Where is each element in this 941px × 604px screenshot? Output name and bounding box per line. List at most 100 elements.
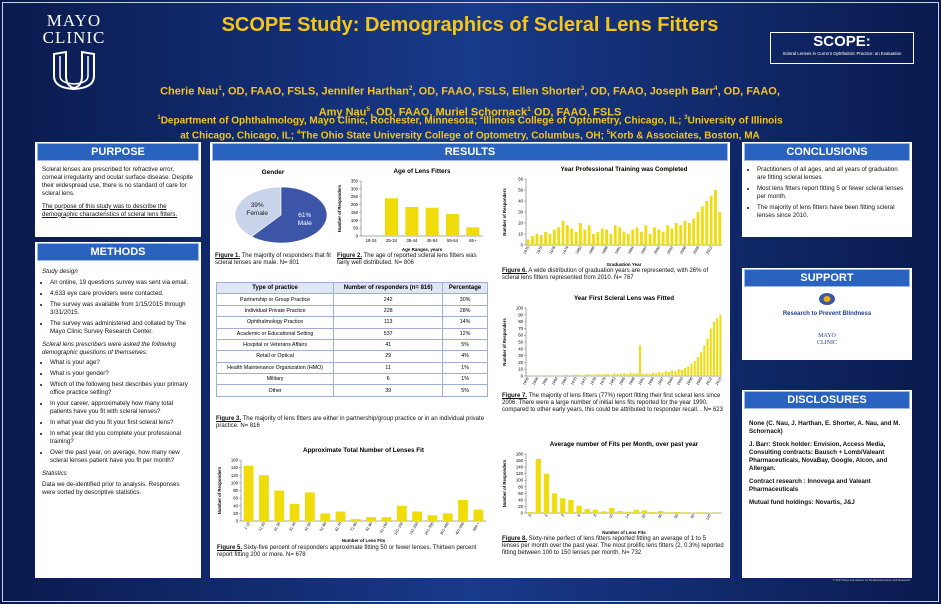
bar xyxy=(568,499,574,513)
chart-title: Approximate Total Number of Lenses Fit xyxy=(303,447,425,454)
y-tick-label: 250 xyxy=(351,194,359,199)
bar xyxy=(533,375,536,376)
chart: Year Professional Training was Completed… xyxy=(502,166,722,267)
bar xyxy=(579,223,582,245)
bar xyxy=(605,229,608,245)
bullet: An online, 19 questions survey was sent … xyxy=(50,279,194,287)
x-axis-label: Number of Lens Fits xyxy=(602,530,646,535)
scope-box: SCOPE: Scleral Lenses in Current Ophthal… xyxy=(770,32,914,64)
text-segment: Cherie Nau xyxy=(160,85,219,98)
caption-text: The majority of lens fitters are either … xyxy=(216,416,485,430)
x-tick-label: 101-150 xyxy=(394,522,404,536)
bar xyxy=(617,511,623,513)
x-tick-label: 1997 xyxy=(640,246,648,255)
disclosures-body: None (C. Nau, J. Harthan, E. Shorter, A.… xyxy=(749,420,905,511)
bullet: The survey was available from 1/15/2015 … xyxy=(50,301,194,317)
text-segment: at Chicago, Chicago, IL; xyxy=(180,130,297,142)
bar xyxy=(642,373,645,376)
bar xyxy=(539,235,543,245)
table-cell: Other xyxy=(215,384,335,397)
x-tick-label: 31-40 xyxy=(288,522,296,532)
table-cell: Academic or Educational Setting xyxy=(215,327,335,340)
bar xyxy=(568,375,571,376)
subheading: Statistics xyxy=(42,469,67,477)
x-tick-label: 1973 xyxy=(580,377,588,386)
x-axis-label: Graduation Year xyxy=(607,262,642,267)
paragraph: The purpose of this study was to describ… xyxy=(42,202,178,218)
bar xyxy=(583,229,587,245)
bar xyxy=(557,227,561,245)
logo-text: MAYO xyxy=(818,333,836,339)
bar xyxy=(658,511,664,513)
y-tick-label: 100 xyxy=(351,218,359,223)
chart: Approximate Total Number of Lenses Fit 0 2… xyxy=(217,447,486,543)
y-tick-label: 80 xyxy=(518,484,523,489)
x-tick-label: 20 xyxy=(641,514,647,520)
table-cell: 11 xyxy=(333,361,444,375)
superscript: 2 xyxy=(479,115,484,121)
table-cell: Hospital or Veterans Affairs xyxy=(215,338,335,352)
x-tick-label: 201-300 xyxy=(424,522,434,536)
bar xyxy=(527,512,533,513)
y-tick-label: 20 xyxy=(518,221,523,226)
bar xyxy=(709,195,713,245)
superscript: 3 xyxy=(684,115,688,121)
caption-label: Figure 6. xyxy=(502,268,528,274)
x-tick-label: 51-60 xyxy=(319,522,327,532)
x-tick-label: 401-500 xyxy=(455,522,465,536)
bar xyxy=(574,231,578,245)
bar xyxy=(577,374,581,376)
x-tick-label: 1994 xyxy=(647,377,655,386)
bullet: 4,633 eye care providers were contacted. xyxy=(50,290,194,298)
bar xyxy=(592,509,599,513)
x-tick-label: 2009 xyxy=(693,246,701,255)
bar xyxy=(682,512,688,513)
bar xyxy=(600,511,607,513)
methods-panel xyxy=(35,242,201,578)
table-cell: 30% xyxy=(442,293,488,306)
text-segment: Amy Nau xyxy=(318,106,367,119)
y-tick-label: 80 xyxy=(518,319,523,324)
bar xyxy=(661,231,665,245)
bar xyxy=(698,512,705,513)
panel-heading: CONCLUSIONS xyxy=(744,143,910,161)
bar xyxy=(576,505,582,513)
caption-label: Figure 2. xyxy=(337,253,363,259)
table-cell: 12% xyxy=(442,327,488,340)
y-tick-label: 100 xyxy=(516,306,524,311)
text-segment: , OD, FAAO, FSLS, Ellen Shorter xyxy=(412,85,581,98)
table-cell: 14% xyxy=(442,316,488,329)
bar xyxy=(618,227,622,245)
table-row: Partnership or Group Practice 242 30% xyxy=(215,293,488,306)
chart-title: Gender xyxy=(262,169,285,176)
chart-title: Average number of Fits per Month, over p… xyxy=(550,441,699,448)
bullet: Most lens fitters report fitting 5 or fe… xyxy=(757,185,905,201)
bar xyxy=(661,372,664,376)
bar xyxy=(626,234,630,245)
bar xyxy=(648,373,651,376)
text-line: at Chicago, Chicago, IL; 4The Ohio State… xyxy=(110,127,830,142)
x-tick-label: 21-30 xyxy=(273,522,281,532)
table-cell: Military xyxy=(215,372,335,386)
bar xyxy=(645,373,648,376)
panel-heading: RESULTS xyxy=(212,143,728,161)
bar xyxy=(626,373,629,376)
bar xyxy=(655,373,658,376)
x-tick-label: 4 xyxy=(560,514,565,518)
x-tick-label: 25-34 xyxy=(386,238,398,243)
bar xyxy=(629,372,632,376)
text-segment: University of Illinois xyxy=(687,115,783,127)
bar xyxy=(635,227,639,245)
y-tick-label: 20 xyxy=(233,511,238,516)
bar xyxy=(644,225,648,245)
bar xyxy=(667,371,671,376)
y-axis-label: Number of Responders xyxy=(337,184,342,232)
bar xyxy=(674,512,680,513)
y-tick-label: 40 xyxy=(518,346,523,351)
bar xyxy=(597,373,600,376)
bar xyxy=(696,212,700,245)
bar xyxy=(674,223,678,245)
y-tick-label: 10 xyxy=(518,367,523,372)
x-axis-label: Number of Lens Fits xyxy=(342,538,386,543)
paragraph: Scleral lenses are prescribed for refrac… xyxy=(42,166,193,197)
